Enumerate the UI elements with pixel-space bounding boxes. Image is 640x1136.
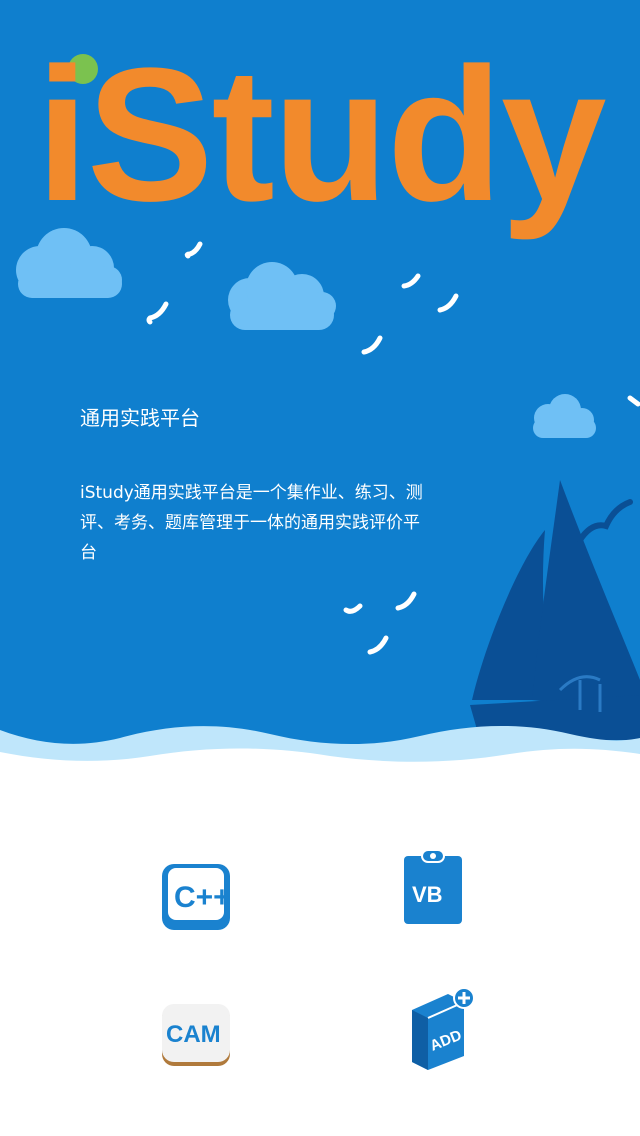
vb-app-button[interactable]: VB bbox=[400, 848, 480, 928]
cam-icon-label: CAM bbox=[166, 1021, 221, 1048]
cam-icon: CAM bbox=[162, 1004, 230, 1066]
wave-shape bbox=[0, 748, 640, 770]
bird-icon bbox=[146, 241, 640, 655]
cpp-icon-label: C++ bbox=[174, 881, 231, 914]
add-app-button[interactable]: ADD bbox=[408, 986, 488, 1070]
cloud-icon bbox=[533, 394, 596, 438]
cam-app-button[interactable]: CAM bbox=[160, 1002, 240, 1082]
cloud-icon bbox=[228, 262, 336, 330]
logo-dot bbox=[68, 54, 98, 84]
sailboat-icon bbox=[470, 480, 640, 740]
cpp-app-button[interactable]: C++ bbox=[160, 862, 240, 942]
app-grid: C++ VB CAM ADD bbox=[0, 770, 640, 1136]
istudy-logo: iStudy bbox=[36, 29, 607, 241]
platform-title: 通用实践平台 bbox=[80, 406, 200, 430]
hero-banner: iStudy 通用实践平台 iStudy通用实践平台是一个集作业、练习、测评、考… bbox=[0, 0, 640, 770]
add-book-icon: ADD bbox=[412, 987, 475, 1070]
platform-description: iStudy通用实践平台是一个集作业、练习、测评、考务、题库管理于一体的通用实践… bbox=[80, 483, 423, 563]
cloud-icon bbox=[16, 228, 122, 298]
cpp-icon: C++ bbox=[162, 864, 231, 930]
vb-icon-label: VB bbox=[412, 882, 443, 907]
vb-clipboard-icon: VB bbox=[404, 849, 462, 924]
sky-scene bbox=[0, 228, 640, 770]
